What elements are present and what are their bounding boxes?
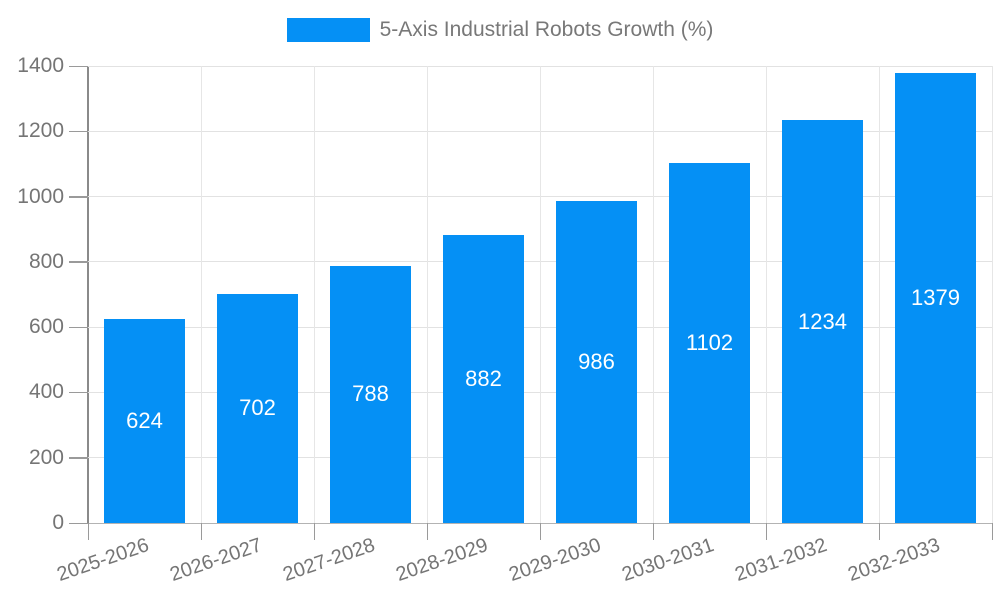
x-axis-label: 2025-2026 bbox=[54, 534, 152, 586]
x-axis-tick bbox=[765, 523, 767, 540]
bar-value-label: 1102 bbox=[685, 330, 734, 356]
y-axis-label: 1000 bbox=[17, 184, 64, 208]
legend[interactable]: 5-Axis Industrial Robots Growth (%) bbox=[0, 18, 1000, 42]
y-axis-line bbox=[87, 66, 89, 523]
y-axis-label: 0 bbox=[52, 511, 64, 534]
bar-value-label: 986 bbox=[578, 349, 615, 375]
plot-area: 624 702 788 882 986 1102 1234 1379 bbox=[88, 65, 993, 523]
y-axis-label: 200 bbox=[28, 445, 64, 469]
y-axis-label: 600 bbox=[28, 315, 64, 339]
bar-value-label: 624 bbox=[126, 408, 163, 434]
y-axis-label: 800 bbox=[28, 249, 64, 273]
x-axis-label: 2028-2029 bbox=[393, 534, 491, 586]
bar-value-label: 882 bbox=[465, 366, 502, 392]
x-axis-tick bbox=[87, 523, 89, 540]
x-axis-label: 2032-2033 bbox=[845, 534, 943, 586]
bar[interactable]: 788 bbox=[330, 265, 411, 523]
bar[interactable]: 702 bbox=[217, 293, 298, 523]
x-axis-tick bbox=[878, 523, 880, 540]
bar[interactable]: 1102 bbox=[669, 163, 750, 523]
y-axis-tick bbox=[69, 130, 88, 133]
y-axis-tick bbox=[69, 196, 88, 198]
x-gridline bbox=[539, 66, 541, 523]
bar[interactable]: 986 bbox=[556, 201, 637, 523]
x-gridline bbox=[652, 66, 654, 523]
x-axis-label: 2029-2030 bbox=[506, 534, 604, 586]
x-gridline bbox=[765, 66, 767, 523]
x-axis-tick bbox=[991, 523, 993, 540]
x-gridline bbox=[878, 66, 880, 523]
x-axis-label: 2031-2032 bbox=[732, 534, 830, 586]
y-axis-label: 1200 bbox=[17, 119, 64, 143]
x-gridline bbox=[200, 66, 202, 523]
x-gridline bbox=[991, 66, 993, 523]
y-axis-tick bbox=[69, 326, 88, 329]
x-axis-tick bbox=[200, 523, 202, 540]
x-axis-label: 2026-2027 bbox=[167, 534, 265, 586]
y-axis-label: 400 bbox=[28, 380, 64, 404]
x-axis-tick bbox=[426, 523, 428, 540]
y-axis-tick bbox=[69, 65, 88, 67]
y-axis-tick bbox=[69, 391, 88, 394]
x-axis-tick bbox=[313, 523, 315, 540]
y-axis-label: 1400 bbox=[17, 54, 64, 77]
bar-value-label: 1379 bbox=[911, 284, 960, 310]
y-axis-tick bbox=[69, 261, 88, 263]
x-gridline bbox=[426, 66, 428, 523]
x-axis-label: 2027-2028 bbox=[280, 534, 378, 586]
bar-value-label: 788 bbox=[352, 381, 389, 407]
y-axis-tick bbox=[69, 457, 88, 459]
bar[interactable]: 1379 bbox=[895, 72, 976, 523]
x-axis-label: 2030-2031 bbox=[619, 534, 717, 586]
bar[interactable]: 882 bbox=[443, 235, 524, 523]
x-axis-tick bbox=[539, 523, 541, 540]
y-axis-tick bbox=[69, 522, 88, 524]
x-axis-tick bbox=[652, 523, 654, 540]
legend-swatch bbox=[286, 18, 370, 42]
bar-value-label: 1234 bbox=[798, 308, 847, 334]
bar[interactable]: 624 bbox=[104, 319, 185, 523]
legend-label: 5-Axis Industrial Robots Growth (%) bbox=[379, 18, 714, 41]
x-gridline bbox=[313, 66, 315, 523]
bar[interactable]: 1234 bbox=[782, 120, 863, 523]
bar-value-label: 702 bbox=[239, 395, 276, 421]
